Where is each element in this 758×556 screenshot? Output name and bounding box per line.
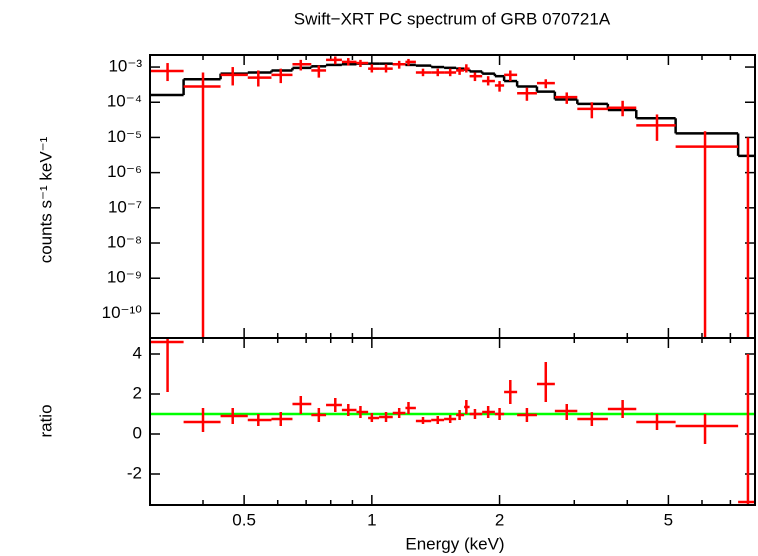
y-tick-label: 4 [133,343,142,362]
y-tick-label: -2 [127,463,142,482]
y-tick-label: 10⁻⁶ [107,162,142,181]
y-tick-label: 10⁻⁴ [107,92,142,111]
y-tick-label: 2 [133,383,142,402]
x-axis-label: Energy (keV) [405,534,504,553]
y-axis-label: counts s⁻¹ keV⁻¹ [36,136,55,263]
plot-frame [149,54,756,339]
x-tick-label: 5 [664,510,673,529]
y-axis-label: ratio [36,404,55,437]
y-tick-label: 0 [133,423,142,442]
plot-frame [149,337,756,506]
y-tick-label: 10⁻⁹ [107,268,142,287]
y-tick-label: 10⁻⁵ [107,127,142,146]
y-tick-label: 10⁻³ [108,57,142,76]
y-tick-label: 10⁻¹⁰ [102,303,143,322]
x-tick-label: 0.5 [232,510,256,529]
y-tick-label: 10⁻⁷ [108,197,142,216]
chart-title: Swift−XRT PC spectrum of GRB 070721A [294,9,611,28]
y-tick-label: 10⁻⁸ [107,232,142,251]
x-tick-label: 2 [495,510,504,529]
x-tick-label: 1 [367,510,376,529]
